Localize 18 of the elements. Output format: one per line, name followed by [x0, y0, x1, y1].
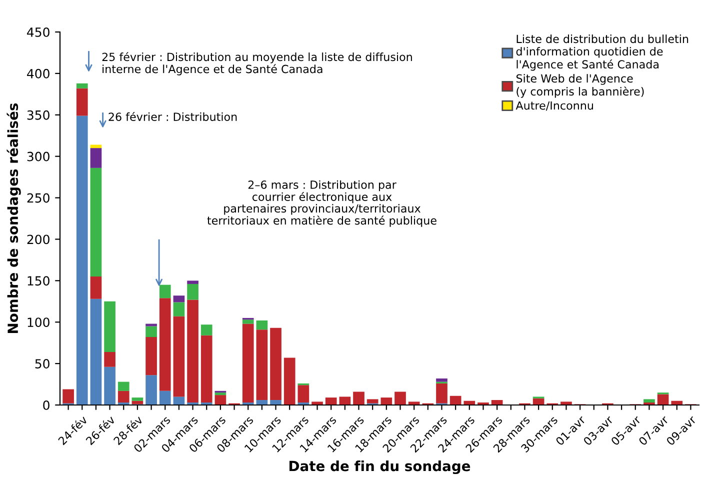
y-tick-label: 50	[35, 359, 50, 368]
y-tick-label: 450	[27, 27, 50, 37]
y-tick-label: 100	[28, 318, 50, 328]
annotation: 26 février : Distribution	[108, 112, 237, 122]
y-tick-label: 200	[27, 234, 50, 244]
y-tick-label: 0	[43, 400, 50, 410]
y-tick-label: 150	[28, 276, 50, 286]
y-tick-label: 250	[27, 193, 50, 203]
annotation: 25 février : Distribution au moyende la liste de diffusion interne de l'Agence et de Santé Canada	[102, 52, 412, 76]
x-axis-title: Date de fin du sondage	[290, 460, 470, 474]
y-axis-title: Nombre de sondages réalisés	[6, 103, 21, 333]
legend-label: Site Web de l'Agence (y compris la bannière)	[516, 74, 644, 98]
y-tick-label: 300	[27, 152, 50, 162]
annotation: 2–6 mars : Distribution par courrier électronique aux partenaires provinciaux/territoriaux territoriaux en matière de santé publique	[207, 180, 436, 227]
legend-label: Liste de distribution du bulletin d'information quotidien de l'Agence et Santé Canada	[516, 34, 688, 71]
legend-label: Autre/Inconnu	[516, 101, 593, 111]
y-tick-label: 400	[27, 68, 50, 78]
y-tick-label: 350	[27, 110, 50, 120]
